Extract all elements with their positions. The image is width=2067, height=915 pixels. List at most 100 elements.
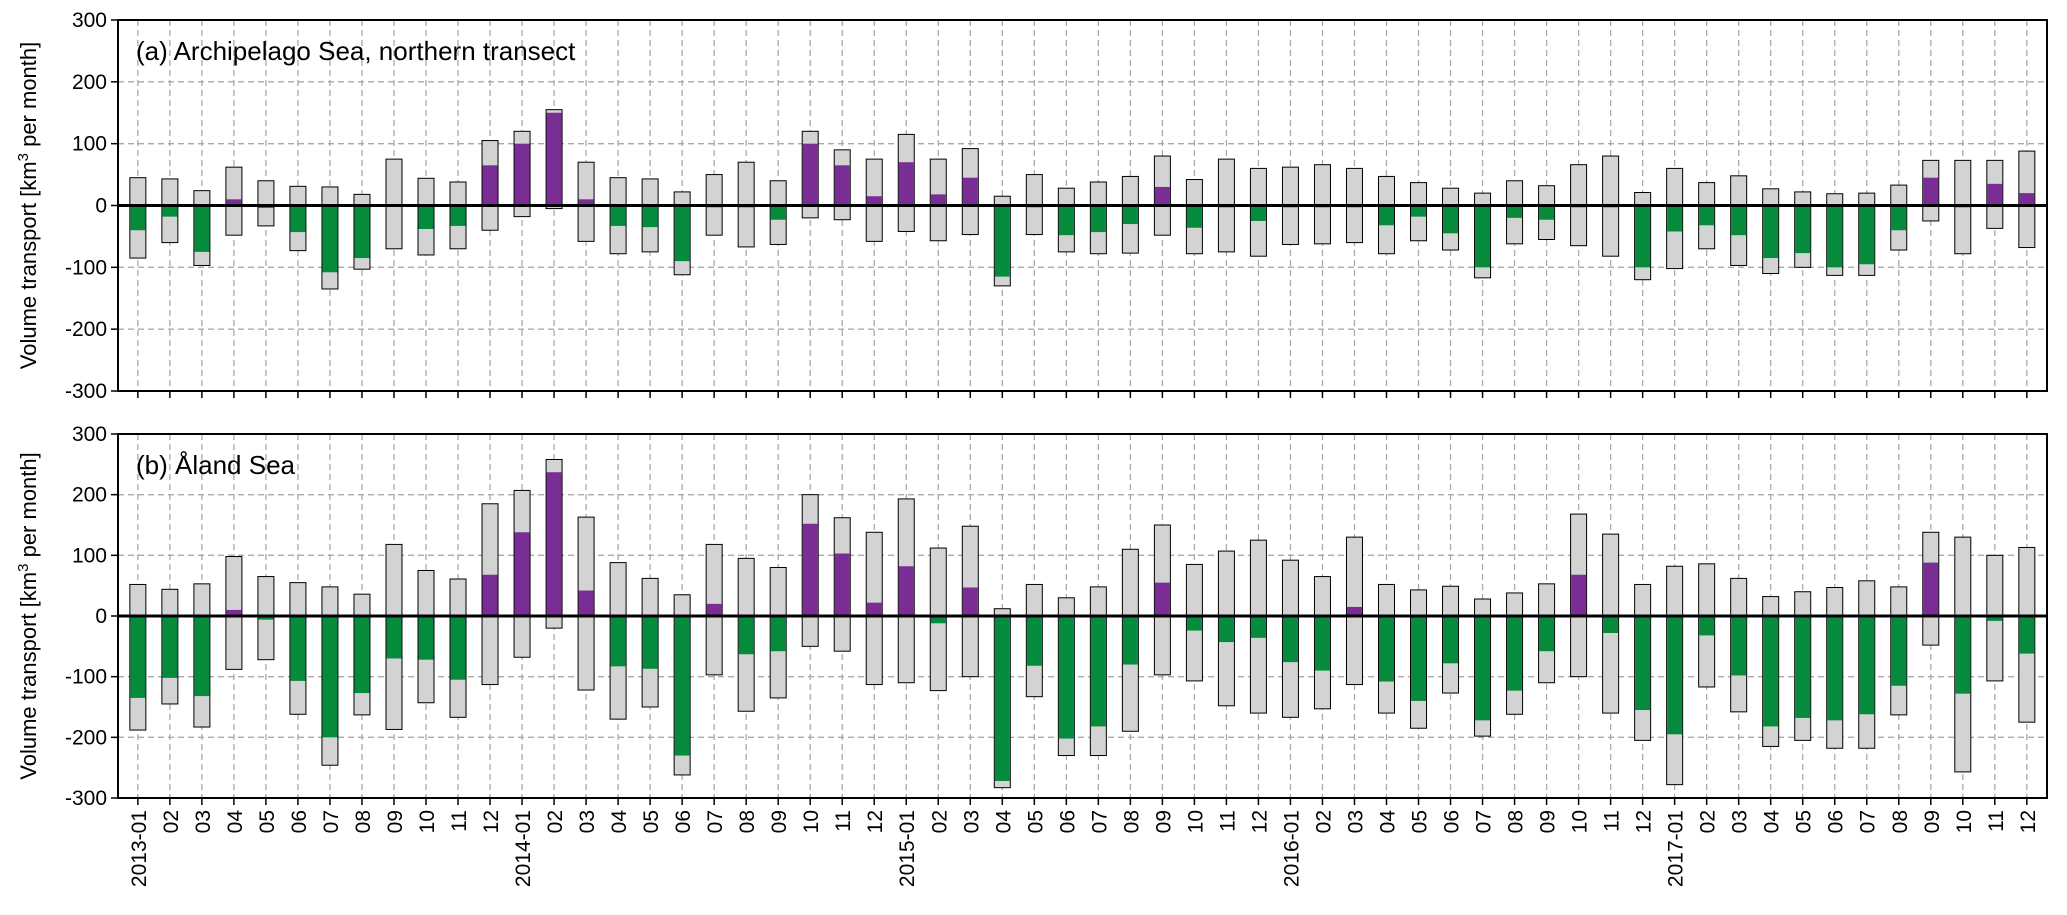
panel-b-net-bar [1411,616,1427,701]
panel-b-net-bar [770,616,786,652]
panel-b-ytick-label: -300 [65,787,107,810]
panel-b-net-bar [1154,582,1170,616]
panel-b-net-bar [162,616,178,678]
panel-b-net-bar [1218,616,1234,643]
panel-a-net-bar [226,199,242,206]
panel-b-net-bar [1058,616,1074,739]
panel-a-net-bar [1186,205,1202,228]
panel-a-ylabel-post: per month] [16,42,41,153]
panel-b-net-bar [1635,616,1651,711]
x-tick-label: 12 [2017,810,2040,833]
panel-a-net-bar [546,112,562,206]
panel-a-net-bar [1699,205,1715,226]
panel-a-net-bar [1539,205,1555,220]
panel-b-net-bar [834,553,850,616]
panel-a-net-bar [1731,205,1747,236]
panel-a-ytick-label: -100 [65,256,107,279]
panel-b-x-ticks [137,798,2028,805]
x-tick-label: 07 [1857,810,1880,833]
panel-a-ytick-label: 0 [95,195,107,218]
panel-b-net-bar [1667,616,1683,735]
panel-a-net-bar [834,165,850,206]
panel-b-net-bar [738,616,754,655]
panel-b-net-bar [450,616,466,680]
panel-a-net-bar [1667,205,1683,232]
panel-a-net-bar [610,205,626,226]
panel-b-net-bar [1859,616,1875,715]
x-tick-label: 2017-01 [1665,810,1688,887]
panel-a-net-bar [1090,205,1106,233]
panel-b-net-bar [706,603,722,616]
x-tick-label: 04 [992,810,1015,834]
panel-b-net-bar [1346,606,1362,616]
x-tick-label: 10 [1184,810,1207,833]
x-tick-labels: 2013-01 02 03 04 05 06 07 08 09 10 11 12 2014-01 02 03… [128,810,2040,887]
panel-b-net-bar [1955,616,1971,694]
panel-b-net-bar [1378,616,1394,682]
panel-a-net-bar [1827,205,1843,268]
x-tick-label: 04 [224,810,247,834]
panel-b-net-bar [1186,616,1202,631]
x-tick-label: 06 [288,810,311,833]
panel-a-net-bar [322,205,338,273]
panel-b-net-bar [1090,616,1106,727]
panel-b-net-bar [290,616,306,681]
panel-b-ytick-label: -100 [65,666,107,689]
panel-b-title: (b) Åland Sea [136,450,296,480]
x-tick-label: 02 [1697,810,1720,833]
panel-a-net-bar [1507,205,1523,218]
panel-b-net-bar [1891,616,1907,686]
panel-b-net-bar [2019,616,2035,654]
x-tick-label: 05 [1409,810,1432,833]
panel-b-net-bar [1314,616,1330,671]
x-tick-label: 03 [1729,810,1752,833]
x-tick-label: 11 [1216,810,1239,832]
panel-b-net-bar [962,587,978,616]
x-tick-label: 02 [1312,810,1335,833]
x-tick-label: 10 [1953,810,1976,833]
panel-a-y-ticks: 300 200 100 0 -100 -200 -300 [65,9,118,403]
panel-b-net-bar [866,602,882,616]
panel-a-net-bar [1635,205,1651,268]
panel-b-net-bar [130,616,146,698]
x-tick-label: 06 [672,810,695,833]
panel-a-net-bar [418,205,434,229]
panel-b-net-bar [1603,616,1619,633]
panel-b-ylabel: Volume transport [km3 per month] [15,452,41,780]
panel-a-bars [129,109,2036,290]
panel-b-net-bar [930,616,946,624]
panel-a-net-bar [1891,205,1907,231]
panel-a-net-bar [1443,205,1459,234]
x-tick-label: 02 [928,810,951,833]
panel-a-ytick-label: 300 [72,9,107,32]
panel-b-net-bar [194,616,210,697]
panel-b-net-bar [1699,616,1715,636]
panel-a-net-bar [1058,205,1074,236]
panel-a-net-bar [866,196,882,206]
panel-b-y-ticks: 300 200 100 0 -100 -200 -300 [65,423,118,810]
x-tick-label: 06 [1441,810,1464,833]
panel-a: 300 200 100 0 -100 -200 -300 (a) Archipelago S… [15,9,2048,403]
panel-b-bars [129,458,2036,789]
panel-b-ytick-label: 100 [72,544,107,567]
panel-a-net-bar [1859,205,1875,265]
x-tick-label: 07 [1088,810,1111,833]
x-tick-label: 09 [384,810,407,833]
panel-a-range-bar [385,158,403,250]
x-tick-label: 10 [800,810,823,833]
panel-b-net-bar [1250,616,1266,638]
panel-b-ylabel-post: per month] [16,452,41,563]
panel-a-net-bar [450,205,466,226]
x-tick-label: 09 [1152,810,1175,833]
panel-a-net-bar [770,205,786,220]
panel-a-ylabel-pre: Volume transport [km [16,161,41,369]
x-tick-label: 05 [640,810,663,833]
x-tick-label: 02 [544,810,567,833]
x-tick-label: 08 [1889,810,1912,833]
panel-b-net-bar [1763,616,1779,727]
panel-a-net-bar [962,177,978,206]
x-tick-label: 12 [480,810,503,833]
panel-a-net-bar [994,205,1010,277]
panel-b-ytick-label: -200 [65,726,107,749]
panel-b-net-bar [482,574,498,616]
